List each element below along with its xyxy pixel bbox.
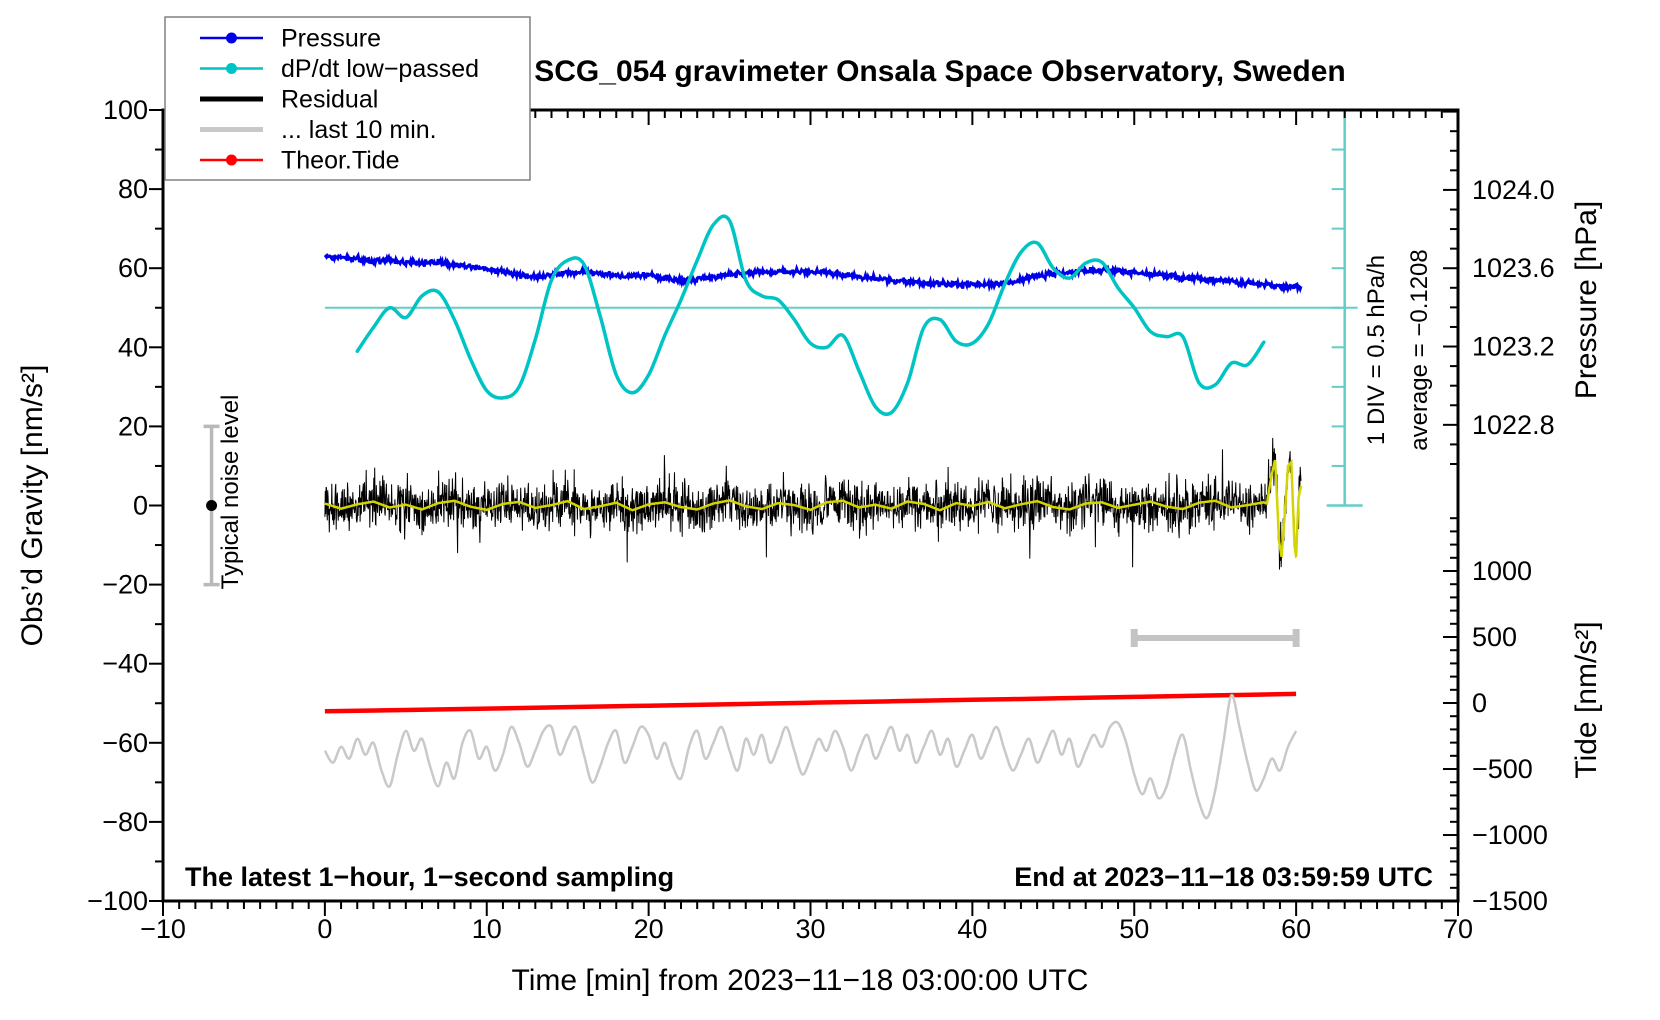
y-left-tick-label: −20 bbox=[102, 570, 148, 600]
chart-title: SCG_054 gravimeter Onsala Space Observat… bbox=[534, 55, 1346, 88]
sampling-note: The latest 1−hour, 1−second sampling bbox=[185, 862, 674, 892]
tide-tick-label: −1000 bbox=[1472, 820, 1548, 850]
legend-item-label: Theor.Tide bbox=[281, 147, 400, 175]
pressure-axis-title: Pressure [hPa] bbox=[1570, 201, 1603, 399]
tide-tick-label: −500 bbox=[1472, 754, 1533, 784]
x-tick-label: 60 bbox=[1281, 914, 1311, 944]
noise-level-label: Typical noise level bbox=[217, 395, 244, 590]
residual-smoothed-curve bbox=[324, 458, 1303, 558]
pressure-curve bbox=[323, 250, 1303, 295]
y-left-axis-title: Obs’d Gravity [nm/s²] bbox=[16, 365, 49, 647]
y-left-tick-label: −60 bbox=[102, 728, 148, 758]
tide-tick-label: 1000 bbox=[1472, 556, 1532, 586]
y-left-tick-label: 0 bbox=[133, 491, 148, 521]
pressure-tick-label: 1022.8 bbox=[1472, 410, 1555, 440]
end-time-note: End at 2023−11−18 03:59:59 UTC bbox=[1014, 862, 1433, 892]
tide-tick-label: 0 bbox=[1472, 688, 1487, 718]
noise-level-center-dot bbox=[206, 500, 218, 511]
residual-curve bbox=[324, 437, 1302, 570]
x-tick-label: 30 bbox=[795, 914, 825, 944]
x-tick-label: 0 bbox=[317, 914, 332, 944]
y-left-tick-label: 80 bbox=[118, 174, 148, 204]
tide-tick-label: 500 bbox=[1472, 622, 1517, 652]
x-tick-label: 50 bbox=[1119, 914, 1149, 944]
tide-tick-label: −1500 bbox=[1472, 886, 1548, 916]
theor-tide-curve bbox=[324, 691, 1297, 714]
pressure-tick-label: 1023.6 bbox=[1472, 253, 1555, 283]
legend-item-label: Residual bbox=[281, 86, 378, 114]
legend-item-label: dP/dt low−passed bbox=[281, 55, 479, 83]
x-tick-label: 10 bbox=[472, 914, 502, 944]
dpdt-lowpassed-curve bbox=[355, 214, 1266, 417]
tide-axis-title: Tide [nm/s²] bbox=[1570, 621, 1603, 778]
legend-marker-dot bbox=[226, 63, 237, 74]
x-tick-label: 40 bbox=[957, 914, 987, 944]
legend-marker-dot bbox=[226, 154, 237, 166]
x-tick-label: 70 bbox=[1443, 914, 1473, 944]
legend-marker-dot bbox=[226, 32, 237, 44]
y-left-tick-label: −80 bbox=[102, 807, 148, 837]
y-left-tick-label: 20 bbox=[118, 411, 148, 441]
x-tick-label: −10 bbox=[140, 914, 186, 944]
pressure-tick-label: 1023.2 bbox=[1472, 332, 1555, 362]
legend-item-label: ... last 10 min. bbox=[281, 116, 437, 144]
y-left-tick-label: −100 bbox=[87, 886, 148, 916]
pressure-tick-label: 1024.0 bbox=[1472, 175, 1555, 205]
y-left-tick-label: −40 bbox=[102, 649, 148, 679]
average-note: average = −0.1208 bbox=[1406, 249, 1433, 451]
y-left-tick-label: 40 bbox=[118, 332, 148, 362]
div-scale-note: 1 DIV = 0.5 hPa/h bbox=[1363, 255, 1390, 445]
x-axis-title: Time [min] from 2023−11−18 03:00:00 UTC bbox=[512, 964, 1089, 997]
last10min-expanded-curve bbox=[323, 694, 1298, 820]
x-tick-label: 20 bbox=[634, 914, 664, 944]
legend-item-label: Pressure bbox=[281, 25, 381, 53]
y-left-tick-label: 100 bbox=[103, 95, 148, 125]
y-left-tick-label: 60 bbox=[118, 253, 148, 283]
